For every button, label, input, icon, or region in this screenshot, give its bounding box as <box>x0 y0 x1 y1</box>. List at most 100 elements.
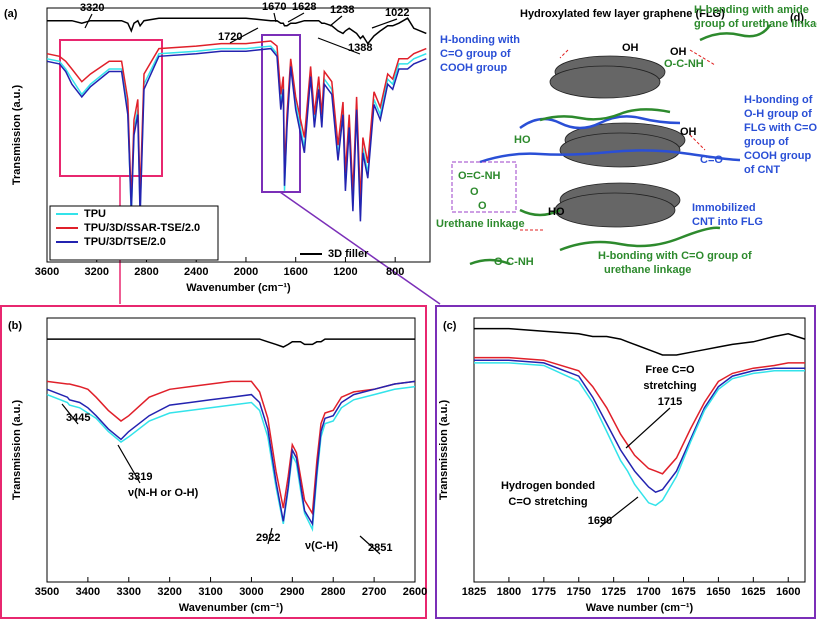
diagram-label: HO <box>514 134 531 146</box>
panel-c-frame <box>435 305 816 619</box>
annotation: 1720 <box>218 31 242 43</box>
spectrum-line <box>47 338 415 348</box>
spectrum-line <box>46 385 416 532</box>
annotation: C=O stretching <box>508 496 587 508</box>
annotation-arrow <box>273 12 277 23</box>
y-axis-label: Transmission (a.u.) <box>11 400 23 501</box>
x-tick-label: 1600 <box>283 266 307 278</box>
x-tick-label: 1825 <box>462 586 486 598</box>
connector <box>279 191 441 305</box>
annotation-arrow <box>329 15 343 27</box>
annotation: ν(C-H) <box>305 540 338 552</box>
spectrum-line <box>46 45 427 217</box>
annotation: stretching <box>643 380 696 392</box>
annotation: 3445 <box>66 412 90 424</box>
annotation: 1690 <box>588 515 612 527</box>
diagram-label: H-bonding of <box>744 94 813 106</box>
diagram-label: H-bonding with C=O group of <box>598 250 752 262</box>
annotation-arrow <box>267 527 273 545</box>
plot-frame <box>473 317 806 583</box>
annotation: 1238 <box>330 4 354 16</box>
x-tick-label: 3200 <box>157 586 181 598</box>
annotation-arrow <box>359 535 381 555</box>
legend-label: TPU <box>84 208 106 220</box>
x-axis-label: Wave number (cm⁻¹) <box>586 602 694 614</box>
x-tick-label: 3000 <box>239 586 263 598</box>
diagram-label: H-bonding with <box>440 34 520 46</box>
diagram-label: urethane linkage <box>604 264 691 276</box>
annotation-arrow <box>317 37 361 55</box>
diagram-label: group of <box>744 136 789 148</box>
annotation: 2851 <box>368 542 392 554</box>
x-tick-label: 800 <box>386 266 404 278</box>
diagram-label: COOH group <box>744 150 811 162</box>
x-tick-label: 1800 <box>497 586 521 598</box>
annotation: Hydrogen bonded <box>501 480 595 492</box>
cnt <box>519 115 681 130</box>
diagram-label: C=O <box>700 154 723 166</box>
x-tick-label: 1600 <box>776 586 800 598</box>
x-tick-label: 2000 <box>234 266 258 278</box>
x-tick-label: 1650 <box>706 586 730 598</box>
polymer-chain <box>469 226 721 266</box>
diagram-label: Urethane linkage <box>436 218 525 230</box>
x-tick-label: 2400 <box>184 266 208 278</box>
graphene-sheet <box>554 192 676 228</box>
urethane-box <box>451 161 517 213</box>
graphene-sheet <box>549 65 661 99</box>
diagram-label: CNT into FLG <box>692 216 763 228</box>
diagram-label: of CNT <box>744 164 780 176</box>
diagram <box>451 24 772 266</box>
diagram-label: O-C-NH <box>664 58 704 70</box>
y-axis-label: Transmission (a.u.) <box>438 400 450 501</box>
x-tick-label: 2800 <box>321 586 345 598</box>
annotation-arrow <box>599 496 639 528</box>
diagram-label: OH <box>680 126 697 138</box>
cnt <box>479 149 741 164</box>
x-tick-label: 3600 <box>35 266 59 278</box>
y-axis-label: Transmission (a.u.) <box>11 85 23 186</box>
x-tick-label: 1200 <box>333 266 357 278</box>
diagram-label: O-C-NH <box>494 256 534 268</box>
spectrum-line <box>474 356 805 475</box>
x-tick-label: 1700 <box>636 586 660 598</box>
h-bond <box>689 134 706 151</box>
annotation-arrow <box>84 13 93 29</box>
annotation: Free C=O <box>645 364 695 376</box>
diagram-label: O=C-NH <box>458 170 501 182</box>
spectrum-line <box>47 17 427 45</box>
panel-b-frame <box>0 305 427 619</box>
annotation: ν(N-H or O-H) <box>128 487 199 499</box>
plot-frame <box>46 7 431 263</box>
annotation: 3319 <box>128 471 152 483</box>
x-tick-label: 2700 <box>362 586 386 598</box>
legend-label: TPU/3D/TSE/2.0 <box>84 236 166 248</box>
diagram-label: O <box>478 200 487 212</box>
x-tick-label: 1725 <box>601 586 625 598</box>
annotation: 1670 <box>262 1 286 13</box>
diagram-label: H-bonding with amide <box>694 4 809 16</box>
spectrum-line <box>46 380 416 516</box>
diagram-label: group of urethane linkage <box>694 18 817 30</box>
panel-label: (c) <box>443 320 457 332</box>
legend-label: 3D filler <box>328 248 369 260</box>
x-tick-label: 2600 <box>403 586 427 598</box>
panel-label: (d) <box>790 12 804 24</box>
diagram-label: OH <box>670 46 687 58</box>
spectrum-line <box>46 47 427 222</box>
spectrum-line <box>46 380 416 527</box>
diagram-label: O-H group of <box>744 108 812 120</box>
annotation: 2922 <box>256 532 280 544</box>
h-bond <box>559 49 569 59</box>
annotation: 3320 <box>80 2 104 14</box>
x-tick-label: 2800 <box>134 266 158 278</box>
x-tick-label: 3300 <box>117 586 141 598</box>
annotation-arrow <box>117 444 141 484</box>
diagram-label: Immobilized <box>692 202 756 214</box>
x-tick-label: 3500 <box>35 586 59 598</box>
diagram-label: HO <box>548 206 565 218</box>
x-tick-label: 3100 <box>198 586 222 598</box>
polymer-chain <box>519 24 772 217</box>
diagram-label: OH <box>622 42 639 54</box>
